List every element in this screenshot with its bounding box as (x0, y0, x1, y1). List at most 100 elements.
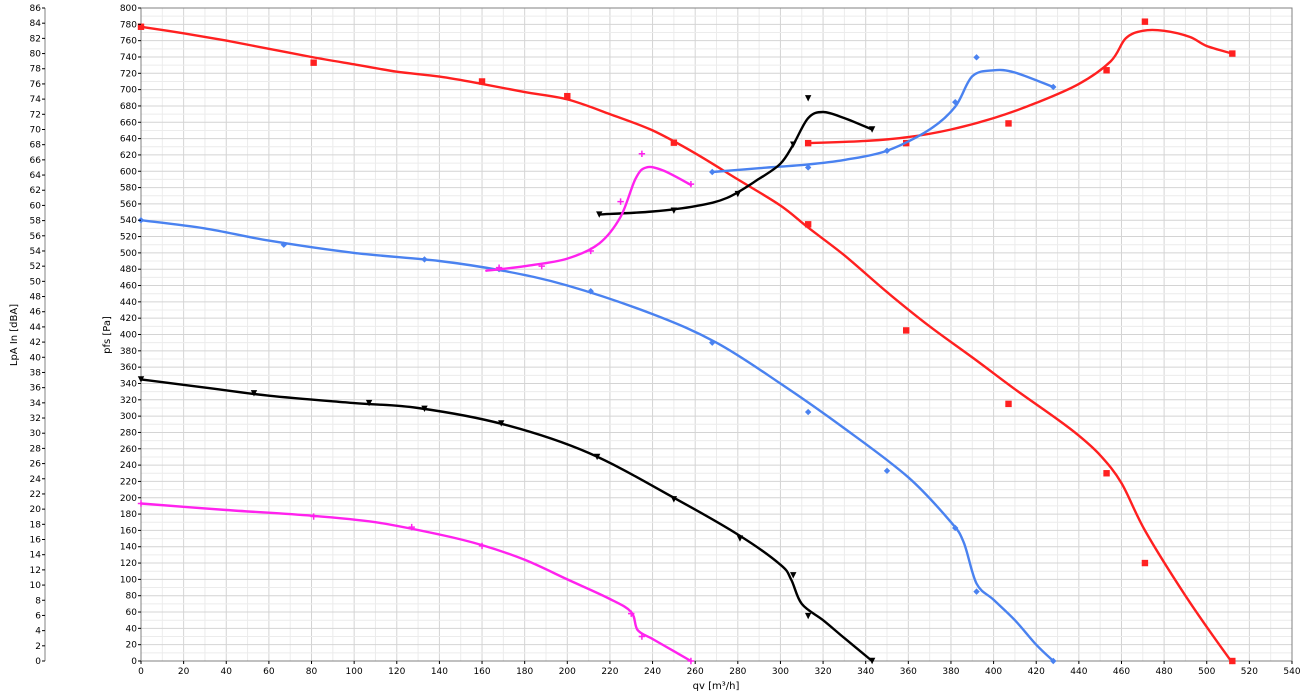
y-tick-label: 140 (120, 543, 137, 553)
y2-tick-label: 44 (30, 323, 42, 333)
y2-axis-title: LpA In [dBA] (9, 304, 20, 366)
y-tick-label: 40 (126, 624, 138, 634)
series-5 (709, 54, 1057, 176)
y-tick-label: 120 (120, 559, 137, 569)
data-point (498, 420, 505, 427)
y-tick-label: 560 (120, 200, 137, 210)
y-tick-label: 360 (120, 363, 137, 373)
y-tick-label: 760 (120, 37, 137, 47)
x-tick-label: 0 (138, 667, 144, 677)
y2-tick-label: 6 (35, 611, 41, 621)
x-tick-label: 140 (431, 667, 448, 677)
data-point (564, 92, 571, 100)
x-tick-label: 280 (729, 667, 746, 677)
series-line (485, 165, 693, 272)
series-line (139, 502, 693, 663)
data-point (1103, 470, 1110, 477)
y2-tick-label: 86 (30, 4, 42, 14)
y2-tick-label: 50 (30, 277, 42, 287)
y-axis-title: pfs [Pa] (102, 316, 113, 354)
series-line (139, 378, 874, 663)
x-tick-label: 80 (306, 667, 318, 677)
y2-tick-label: 76 (30, 80, 42, 90)
y2-tick-label: 16 (30, 536, 42, 546)
y-tick-label: 20 (126, 641, 138, 651)
y-tick-label: 620 (120, 151, 137, 161)
y-tick-label: 100 (120, 575, 137, 585)
y2-tick-label: 66 (30, 156, 42, 166)
x-tick-label: 200 (559, 667, 576, 677)
x-tick-label: 380 (942, 667, 959, 677)
data-point (280, 241, 288, 248)
data-point (670, 496, 678, 503)
y-tick-label: 740 (120, 53, 137, 63)
data-point (1050, 83, 1057, 91)
y-tick-label: 200 (120, 494, 137, 504)
y2-tick-label: 10 (30, 581, 42, 591)
series-7 (485, 150, 695, 272)
y2-tick-label: 34 (30, 399, 42, 409)
y2-tick-label: 4 (35, 627, 41, 637)
y-tick-label: 180 (120, 510, 137, 520)
data-point (587, 288, 594, 295)
data-point (1229, 657, 1236, 665)
y-tick-label: 0 (131, 657, 137, 667)
y-tick-label: 400 (120, 331, 137, 341)
data-point (638, 633, 646, 640)
series-0 (137, 23, 1236, 665)
data-point (790, 141, 797, 148)
data-point (310, 513, 317, 520)
y2-tick-label: 60 (30, 201, 42, 211)
data-point (596, 211, 603, 218)
y2-tick-label: 54 (30, 247, 42, 257)
data-point (421, 405, 428, 412)
y-tick-label: 260 (120, 445, 137, 455)
y-tick-label: 340 (120, 379, 137, 389)
x-tick-label: 120 (388, 667, 405, 677)
y2-tick-label: 32 (30, 414, 41, 424)
y-tick-label: 680 (120, 102, 137, 112)
y-axis-ticks: 0 20 40 60 80 100 120 140 160 180 200 220 240 260 280 3… (120, 4, 141, 667)
y-tick-label: 220 (120, 477, 137, 487)
y-tick-label: 720 (120, 69, 137, 79)
data-point (137, 500, 145, 507)
y2-tick-label: 14 (30, 551, 42, 561)
data-point (408, 523, 415, 531)
data-point (421, 256, 428, 263)
data-point (883, 467, 891, 475)
data-point (495, 264, 503, 271)
y2-tick-label: 78 (30, 65, 42, 75)
series-line (807, 28, 1234, 145)
y2-tick-label: 84 (30, 19, 42, 29)
x-tick-label: 100 (346, 667, 363, 677)
y-tick-label: 780 (120, 20, 137, 30)
x-tick-label: 180 (516, 667, 533, 677)
y-tick-label: 160 (120, 526, 137, 536)
data-point (478, 542, 486, 550)
y2-tick-label: 72 (30, 110, 41, 120)
y2-tick-label: 36 (30, 384, 42, 394)
data-point (687, 657, 695, 665)
data-point (1103, 67, 1110, 74)
data-point (709, 339, 716, 346)
y-tick-label: 80 (126, 592, 138, 602)
data-point (868, 657, 876, 665)
y2-tick-label: 12 (30, 566, 41, 576)
y2-tick-label: 82 (30, 34, 41, 44)
y2-tick-label: 48 (30, 293, 42, 303)
y-tick-label: 520 (120, 233, 137, 243)
y-tick-label: 600 (120, 167, 137, 177)
data-point (804, 221, 812, 228)
y2-tick-label: 8 (35, 596, 41, 606)
y-tick-label: 540 (120, 216, 137, 226)
y2-tick-label: 42 (30, 338, 41, 348)
data-point (804, 612, 812, 620)
data-point (868, 126, 876, 133)
data-point (734, 190, 742, 198)
y2-tick-label: 40 (30, 353, 42, 363)
y-tick-label: 500 (120, 249, 137, 259)
data-point (883, 147, 891, 154)
data-point (478, 78, 486, 85)
y-tick-label: 240 (120, 461, 137, 471)
x-tick-label: 360 (900, 667, 917, 677)
